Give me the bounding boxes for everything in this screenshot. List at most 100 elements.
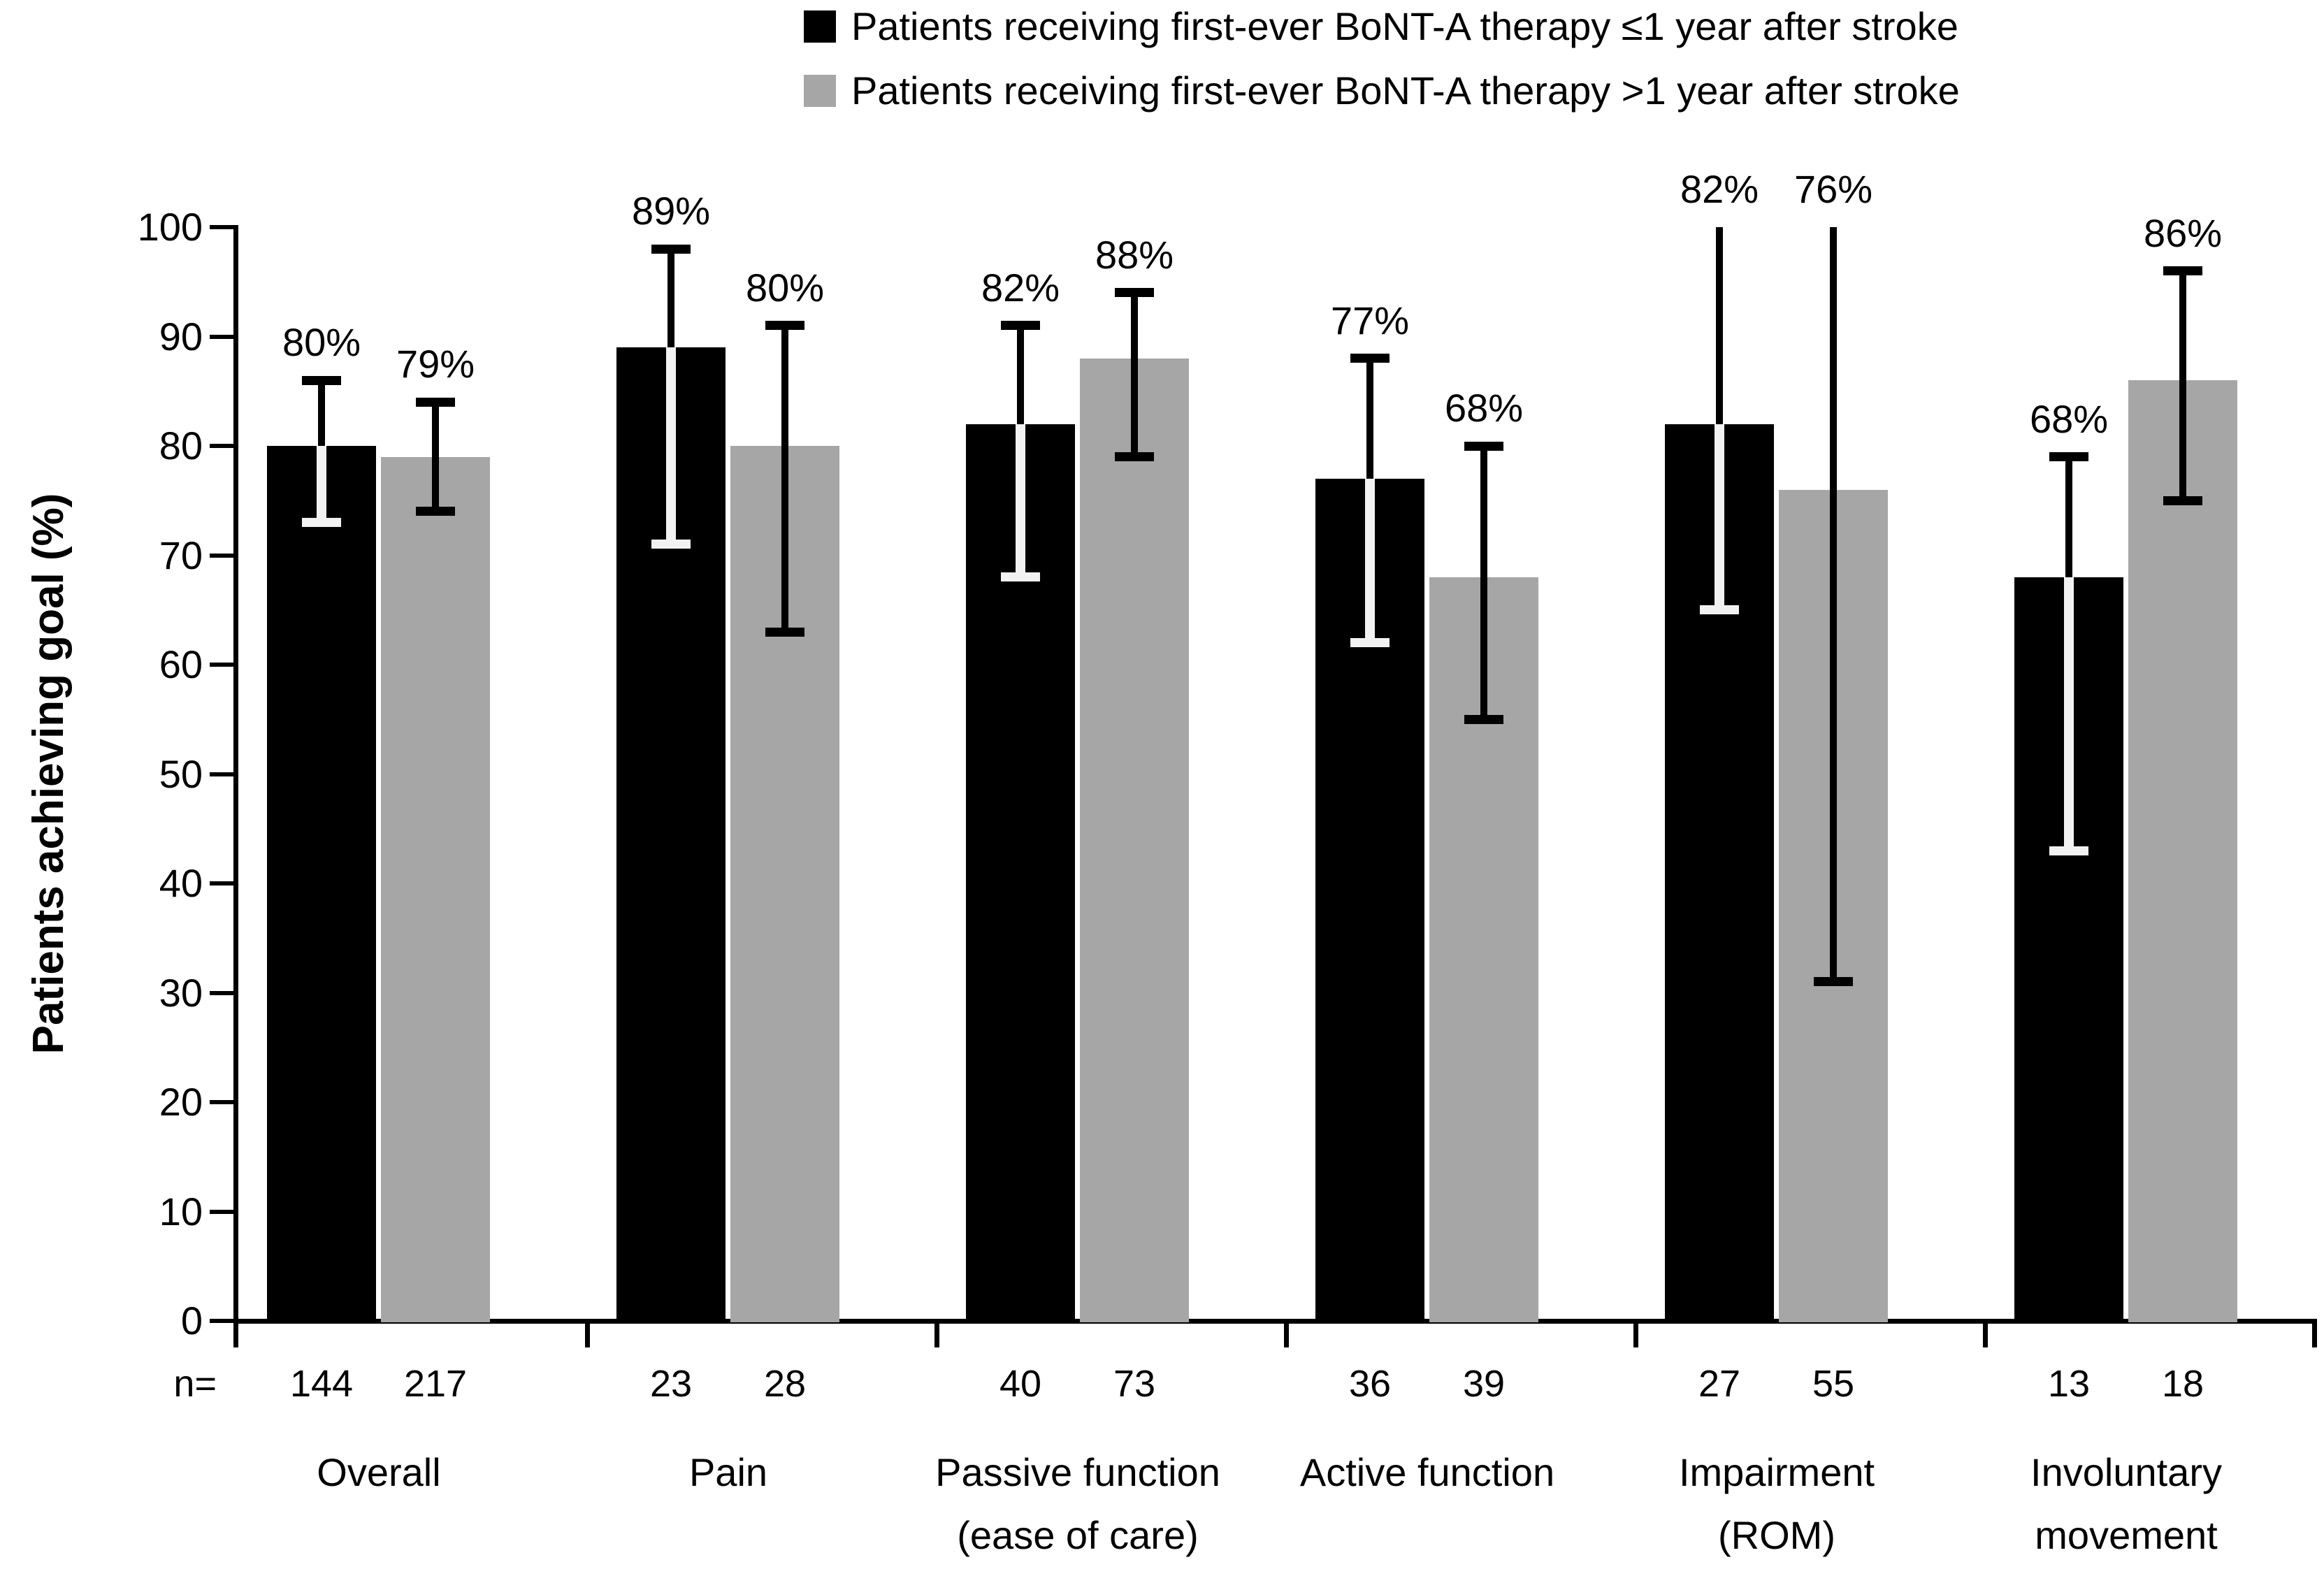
error-cap-bottom-overall-le1y <box>302 518 341 528</box>
y-tick-label: 10 <box>159 1189 203 1234</box>
error-cap-bottom-active-function-gt1y <box>1464 714 1503 724</box>
y-tick <box>210 1319 236 1323</box>
category-label-overall: Overall <box>317 1450 441 1494</box>
value-label-involuntary-movement-gt1y: 86% <box>2143 210 2223 255</box>
legend-item-gt1y: Patients receiving first-ever BoNT-A the… <box>804 70 1960 112</box>
error-whisker-impairment-rom-gt1y <box>1830 227 1837 982</box>
n-value-impairment-rom-gt1y: 55 <box>1812 1363 1855 1405</box>
y-tick-label: 70 <box>159 533 203 577</box>
value-label-impairment-rom-gt1y: 76% <box>1793 167 1873 211</box>
error-cap-top-active-function-gt1y <box>1464 441 1503 451</box>
y-tick-label: 90 <box>159 314 203 359</box>
value-label-impairment-rom-le1y: 82% <box>1680 167 1759 211</box>
error-cap-bottom-pain-gt1y <box>765 627 804 637</box>
y-tick <box>210 444 236 448</box>
error-whisker-passive-function-gt1y <box>1131 292 1138 457</box>
x-boundary-tick <box>1284 1321 1289 1347</box>
error-whisker-upper-overall-le1y <box>318 380 325 446</box>
x-boundary-tick <box>1983 1321 1988 1347</box>
y-tick-label: 30 <box>159 970 203 1015</box>
y-axis-line <box>233 225 238 1347</box>
n-value-passive-function-le1y: 40 <box>999 1363 1042 1405</box>
value-label-overall-le1y: 80% <box>282 320 361 365</box>
error-whisker-upper-impairment-rom-le1y <box>1716 227 1723 424</box>
y-tick <box>210 334 236 339</box>
y-tick-label: 100 <box>137 205 203 249</box>
error-whisker-pain-gt1y <box>781 325 788 632</box>
y-tick-label: 80 <box>159 424 203 468</box>
y-tick <box>210 881 236 885</box>
error-whisker-lower-active-function-le1y <box>1365 478 1375 643</box>
n-value-impairment-rom-le1y: 27 <box>1698 1363 1741 1405</box>
n-value-passive-function-gt1y: 73 <box>1113 1363 1156 1405</box>
error-whisker-active-function-gt1y <box>1480 446 1487 720</box>
legend-item-le1y: Patients receiving first-ever BoNT-A the… <box>804 6 1958 48</box>
error-whisker-lower-impairment-rom-le1y <box>1715 424 1724 610</box>
error-whisker-overall-gt1y <box>432 402 439 512</box>
value-label-overall-gt1y: 79% <box>396 342 475 386</box>
error-whisker-lower-overall-le1y <box>317 446 326 523</box>
y-tick <box>210 772 236 776</box>
n-value-active-function-gt1y: 39 <box>1462 1363 1506 1405</box>
error-cap-bottom-active-function-le1y <box>1350 638 1390 648</box>
error-whisker-upper-passive-function-le1y <box>1017 325 1024 424</box>
legend-label: Patients receiving first-ever BoNT-A the… <box>851 68 1960 113</box>
y-tick <box>210 1100 236 1104</box>
bar-passive-function-gt1y <box>1080 358 1189 1322</box>
error-cap-top-involuntary-movement-gt1y <box>2163 266 2202 276</box>
error-cap-top-involuntary-movement-le1y <box>2049 452 2088 462</box>
x-boundary-tick <box>2312 1321 2317 1347</box>
n-value-active-function-le1y: 36 <box>1348 1363 1392 1405</box>
category-label-impairment-rom: Impairment <box>1678 1450 1875 1494</box>
category-label-pain: Pain <box>688 1450 768 1494</box>
value-label-pain-gt1y: 80% <box>745 265 825 310</box>
value-label-pain-le1y: 89% <box>631 189 711 233</box>
category-label-passive-function: (ease of care) <box>957 1513 1199 1557</box>
legend-swatch-gray <box>804 75 836 107</box>
error-whisker-upper-involuntary-movement-le1y <box>2065 456 2072 577</box>
bar-involuntary-movement-gt1y <box>2128 380 2237 1322</box>
value-label-active-function-le1y: 77% <box>1330 298 1410 342</box>
error-whisker-upper-pain-le1y <box>667 249 674 348</box>
error-cap-top-overall-gt1y <box>416 397 455 407</box>
legend-label: Patients receiving first-ever BoNT-A the… <box>851 4 1958 48</box>
error-cap-top-overall-le1y <box>302 375 341 385</box>
n-value-pain-le1y: 23 <box>649 1363 693 1405</box>
y-tick <box>210 663 236 667</box>
n-value-overall-gt1y: 217 <box>403 1363 468 1405</box>
category-label-passive-function: Passive function <box>935 1450 1220 1494</box>
n-value-overall-le1y: 144 <box>289 1363 354 1405</box>
y-tick <box>210 225 236 229</box>
x-boundary-tick <box>1633 1321 1638 1347</box>
error-cap-bottom-impairment-rom-gt1y <box>1814 977 1853 987</box>
y-tick <box>210 990 236 995</box>
error-cap-bottom-passive-function-gt1y <box>1115 452 1154 462</box>
error-cap-bottom-pain-le1y <box>651 540 691 549</box>
legend-swatch-black <box>804 10 836 43</box>
bar-overall-le1y <box>267 446 376 1322</box>
y-tick-label: 60 <box>159 642 203 686</box>
value-label-passive-function-le1y: 82% <box>981 265 1060 310</box>
error-cap-top-pain-le1y <box>651 244 691 254</box>
y-tick-label: 50 <box>159 751 203 796</box>
y-tick <box>210 1209 236 1214</box>
error-cap-top-active-function-le1y <box>1350 354 1390 363</box>
error-whisker-lower-pain-le1y <box>666 347 676 544</box>
category-label-involuntary-movement: movement <box>2035 1513 2218 1557</box>
value-label-involuntary-movement-le1y: 68% <box>2029 396 2109 441</box>
error-whisker-lower-involuntary-movement-le1y <box>2064 577 2074 851</box>
error-whisker-lower-passive-function-le1y <box>1016 424 1025 577</box>
category-label-involuntary-movement: Involuntary <box>2030 1450 2222 1494</box>
error-whisker-upper-active-function-le1y <box>1366 358 1373 479</box>
x-boundary-tick <box>934 1321 939 1347</box>
error-cap-bottom-involuntary-movement-gt1y <box>2163 496 2202 505</box>
error-cap-top-pain-gt1y <box>765 321 804 331</box>
category-label-impairment-rom: (ROM) <box>1718 1513 1835 1557</box>
y-tick-label: 40 <box>159 861 203 905</box>
error-cap-bottom-overall-gt1y <box>416 507 455 516</box>
x-boundary-tick <box>585 1321 590 1347</box>
n-value-involuntary-movement-gt1y: 18 <box>2161 1363 2204 1405</box>
x-axis-line <box>233 1319 2317 1324</box>
error-whisker-involuntary-movement-gt1y <box>2179 270 2186 501</box>
